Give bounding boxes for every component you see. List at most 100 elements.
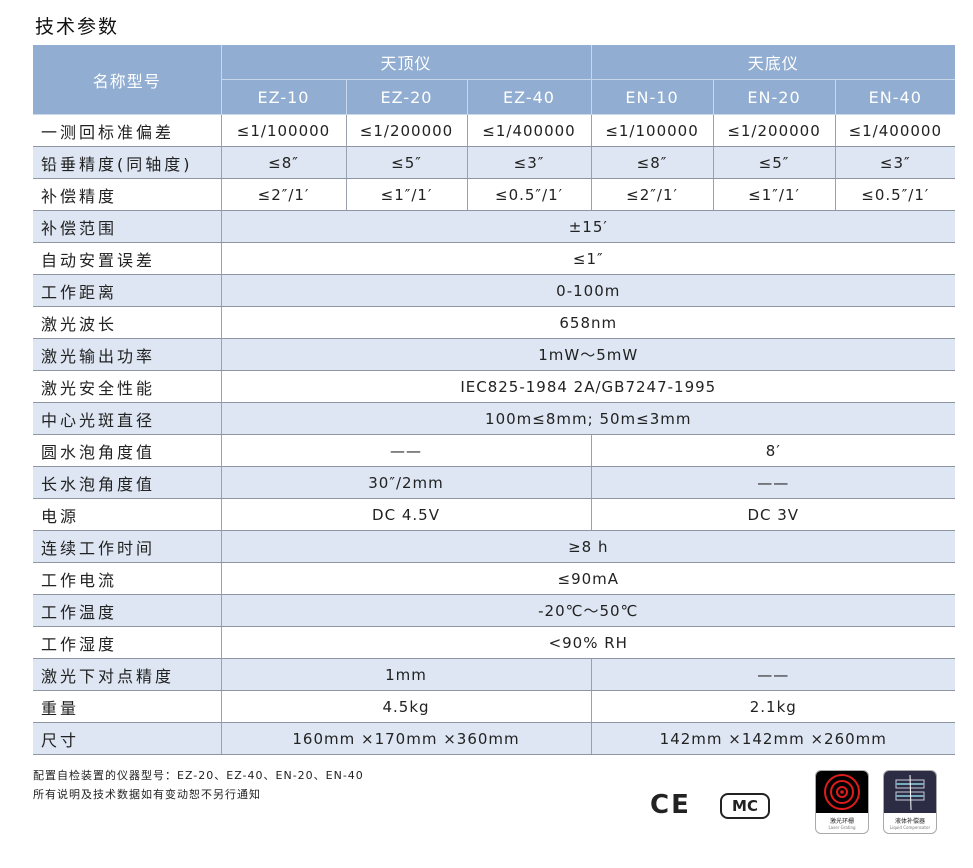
row-label: 尺寸: [33, 722, 221, 755]
cell-value: ——: [590, 658, 956, 691]
badge-label-en: Liquid Compensator: [889, 825, 931, 830]
cell-value: ≤1/200000: [712, 114, 836, 147]
cell-value: ≤1/100000: [220, 114, 346, 147]
cell-value: ≤90mA: [220, 562, 956, 595]
cell-value: IEC825-1984 2A/GB7247-1995: [220, 370, 956, 403]
ce-logo: CE: [650, 790, 691, 820]
table-row: 工作温度 -20℃～50℃: [33, 594, 956, 627]
table-row: 工作湿度 <90% RH: [33, 626, 956, 659]
cell-value: 100m≤8mm; 50m≤3mm: [220, 402, 956, 435]
header-model: EZ-40: [466, 79, 592, 115]
row-label: 连续工作时间: [33, 530, 221, 563]
cell-value: ≤3″: [466, 146, 592, 179]
table-row: 连续工作时间 ≥8 h: [33, 530, 956, 563]
cell-value: DC 4.5V: [220, 498, 592, 531]
header-model: EN-20: [712, 79, 836, 115]
row-label: 一测回标准偏差: [33, 114, 221, 147]
laser-rings-icon: [816, 771, 868, 813]
table-row: 工作距离 0-100m: [33, 274, 956, 307]
cell-value: ——: [220, 434, 592, 467]
header-group-zenith: 天顶仪: [220, 45, 592, 80]
cell-value: ≤1/400000: [466, 114, 592, 147]
cell-value: ≤0.5″/1′: [834, 178, 956, 211]
cell-value: ≤0.5″/1′: [466, 178, 592, 211]
footnotes: 配置自检装置的仪器型号：EZ-20、EZ-40、EN-20、EN-40 所有说明…: [33, 766, 364, 804]
table-row: 激光下对点精度 1mm ——: [33, 658, 956, 691]
row-label: 铅垂精度(同轴度): [33, 146, 221, 179]
cell-value: ≤1/400000: [834, 114, 956, 147]
cell-value: ≤5″: [345, 146, 467, 179]
cell-value: <90% RH: [220, 626, 956, 659]
cell-value: ±15′: [220, 210, 956, 243]
badge-label-en: Laser Grating: [828, 825, 856, 830]
cell-value: ——: [590, 466, 956, 499]
header-group-nadir: 天底仪: [590, 45, 956, 80]
cell-value: ≤8″: [220, 146, 346, 179]
table-row: 长水泡角度值 30″/2mm ——: [33, 466, 956, 499]
cmc-logo: MC: [720, 793, 770, 819]
table-row: 铅垂精度(同轴度) ≤8″ ≤5″ ≤3″ ≤8″ ≤5″ ≤3″: [33, 146, 956, 179]
table-row: 一测回标准偏差 ≤1/100000 ≤1/200000 ≤1/400000 ≤1/100…: [33, 114, 956, 147]
table-row: 电源 DC 4.5V DC 3V: [33, 498, 956, 531]
cell-value: 2.1kg: [590, 690, 956, 723]
cell-value: ≤1/200000: [345, 114, 467, 147]
row-label: 长水泡角度值: [33, 466, 221, 499]
row-label: 工作湿度: [33, 626, 221, 659]
cell-value: ≥8 h: [220, 530, 956, 563]
table-row: 补偿范围 ±15′: [33, 210, 956, 243]
cell-value: 4.5kg: [220, 690, 592, 723]
cell-value: ≤1″/1′: [712, 178, 836, 211]
header-name-model: 名称型号: [33, 45, 221, 115]
row-label: 工作距离: [33, 274, 221, 307]
table-row: 激光安全性能 IEC825-1984 2A/GB7247-1995: [33, 370, 956, 403]
cell-value: 30″/2mm: [220, 466, 592, 499]
spec-table: 名称型号 天顶仪 天底仪 EZ-10 EZ-20 EZ-40 EN-10 EN-…: [33, 45, 956, 755]
row-label: 补偿范围: [33, 210, 221, 243]
row-label: 圆水泡角度值: [33, 434, 221, 467]
laser-grating-badge: 激光环栅 Laser Grating: [815, 770, 869, 834]
cell-value: ≤5″: [712, 146, 836, 179]
table-row: 激光输出功率 1mW～5mW: [33, 338, 956, 371]
cell-value: ≤8″: [590, 146, 714, 179]
cell-value: ≤3″: [834, 146, 956, 179]
cell-value: -20℃～50℃: [220, 594, 956, 627]
table-row: 尺寸 160mm ×170mm ×360mm 142mm ×142mm ×260mm: [33, 722, 956, 755]
table-row: 激光波长 658nm: [33, 306, 956, 339]
row-label: 电源: [33, 498, 221, 531]
cell-value: ≤1/100000: [590, 114, 714, 147]
table-row: 工作电流 ≤90mA: [33, 562, 956, 595]
row-label: 激光下对点精度: [33, 658, 221, 691]
table-row: 圆水泡角度值 —— 8′: [33, 434, 956, 467]
footnote: 所有说明及技术数据如有变动恕不另行通知: [33, 788, 261, 801]
liquid-compensator-badge: 液体补偿器 Liquid Compensator: [883, 770, 937, 834]
row-label: 激光输出功率: [33, 338, 221, 371]
cell-value: 8′: [590, 434, 956, 467]
cell-value: 1mm: [220, 658, 592, 691]
table-row: 中心光斑直径 100m≤8mm; 50m≤3mm: [33, 402, 956, 435]
table-row: 补偿精度 ≤2″/1′ ≤1″/1′ ≤0.5″/1′ ≤2″/1′ ≤1″/1′ ≤0.5…: [33, 178, 956, 211]
cell-value: DC 3V: [590, 498, 956, 531]
header-model: EZ-20: [345, 79, 467, 115]
badge-label: 液体补偿器: [894, 818, 925, 825]
row-label: 自动安置误差: [33, 242, 221, 275]
row-label: 激光安全性能: [33, 370, 221, 403]
row-label: 工作温度: [33, 594, 221, 627]
row-label: 激光波长: [33, 306, 221, 339]
cell-value: 0-100m: [220, 274, 956, 307]
cell-value: ≤1″/1′: [345, 178, 467, 211]
section-title: 技术参数: [35, 16, 120, 38]
header-model: EN-10: [590, 79, 714, 115]
cell-value: 160mm ×170mm ×360mm: [220, 722, 592, 755]
compensator-icon: [884, 771, 936, 813]
row-label: 工作电流: [33, 562, 221, 595]
row-label: 重量: [33, 690, 221, 723]
cell-value: ≤2″/1′: [220, 178, 346, 211]
cell-value: 142mm ×142mm ×260mm: [590, 722, 956, 755]
row-label: 中心光斑直径: [33, 402, 221, 435]
footnote: 配置自检装置的仪器型号：EZ-20、EZ-40、EN-20、EN-40: [33, 769, 364, 782]
cell-value: ≤2″/1′: [590, 178, 714, 211]
header-model: EN-40: [834, 79, 956, 115]
row-label: 补偿精度: [33, 178, 221, 211]
cell-value: 658nm: [220, 306, 956, 339]
cell-value: 1mW～5mW: [220, 338, 956, 371]
